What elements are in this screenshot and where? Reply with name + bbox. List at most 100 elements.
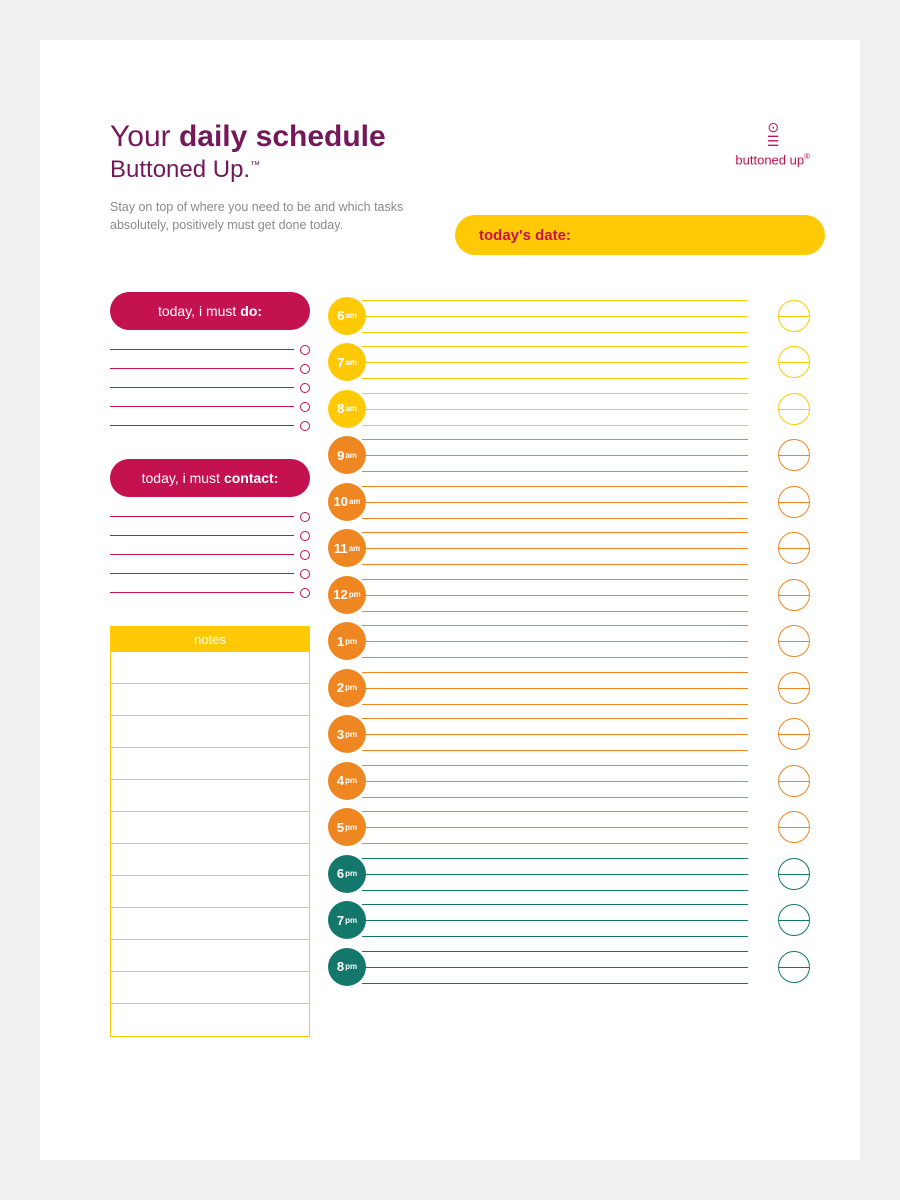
must-contact-lines — [110, 507, 310, 602]
checkbox-circle-icon[interactable] — [300, 421, 310, 431]
hour-badge: 3pm — [328, 715, 366, 753]
checkbox-circle-icon[interactable] — [300, 569, 310, 579]
daily-schedule-page: Your daily schedule Buttoned Up.™ Stay o… — [40, 40, 860, 1160]
brand-text: buttoned up® — [735, 152, 810, 167]
hour-end-circle-icon — [778, 300, 810, 332]
notes-row[interactable] — [111, 652, 309, 684]
todo-line[interactable] — [110, 545, 310, 564]
checkbox-circle-icon[interactable] — [300, 402, 310, 412]
hour-badge: 5pm — [328, 808, 366, 846]
hour-end-circle-icon — [778, 765, 810, 797]
hour-write-area[interactable] — [362, 715, 778, 753]
hour-write-area[interactable] — [362, 901, 778, 939]
checkbox-circle-icon[interactable] — [300, 364, 310, 374]
todo-line[interactable] — [110, 397, 310, 416]
todo-line[interactable] — [110, 416, 310, 435]
notes-row[interactable] — [111, 716, 309, 748]
hour-end-circle-icon — [778, 718, 810, 750]
title-prefix: Your — [110, 120, 179, 153]
hour-number: 4 — [337, 773, 344, 788]
hour-row: 12pm — [328, 571, 810, 618]
checkbox-circle-icon[interactable] — [300, 512, 310, 522]
title-tm: ™ — [250, 160, 260, 171]
checkbox-circle-icon[interactable] — [300, 345, 310, 355]
must-contact-pill: today, i must contact: — [110, 459, 310, 497]
hour-end-circle-icon — [778, 532, 810, 564]
todo-line[interactable] — [110, 507, 310, 526]
hour-row: 6am — [328, 292, 810, 339]
todays-date-label: today's date: — [479, 227, 571, 244]
notes-row[interactable] — [111, 940, 309, 972]
hour-write-area[interactable] — [362, 436, 778, 474]
hour-write-area[interactable] — [362, 622, 778, 660]
hour-badge: 2pm — [328, 669, 366, 707]
hour-badge: 1pm — [328, 622, 366, 660]
hour-end-circle-icon — [778, 486, 810, 518]
todo-line[interactable] — [110, 378, 310, 397]
todo-line[interactable] — [110, 564, 310, 583]
hour-write-area[interactable] — [362, 529, 778, 567]
hour-end-circle-icon — [778, 579, 810, 611]
todo-line[interactable] — [110, 583, 310, 602]
hour-badge: 7pm — [328, 901, 366, 939]
hour-row: 10am — [328, 478, 810, 525]
hour-write-area[interactable] — [362, 483, 778, 521]
hour-number: 10 — [333, 494, 347, 509]
hour-write-area[interactable] — [362, 297, 778, 335]
brand-logo: ⊙☰ buttoned up® — [735, 120, 810, 167]
hour-row: 8pm — [328, 943, 810, 990]
hour-number: 1 — [337, 634, 344, 649]
hour-write-area[interactable] — [362, 390, 778, 428]
notes-row[interactable] — [111, 972, 309, 1004]
hour-write-area[interactable] — [362, 576, 778, 614]
subtitle-text: Stay on top of where you need to be and … — [110, 198, 410, 234]
hour-suffix: am — [349, 544, 361, 553]
todo-line[interactable] — [110, 359, 310, 378]
hour-write-area[interactable] — [362, 762, 778, 800]
hour-end-circle-icon — [778, 811, 810, 843]
notes-row[interactable] — [111, 908, 309, 940]
title-brand: Buttoned Up. — [110, 156, 250, 183]
hour-write-area[interactable] — [362, 669, 778, 707]
notes-row[interactable] — [111, 844, 309, 876]
notes-row[interactable] — [111, 1004, 309, 1036]
todo-rule — [110, 387, 294, 388]
checkbox-circle-icon[interactable] — [300, 550, 310, 560]
hour-suffix: pm — [345, 869, 357, 878]
notes-box[interactable] — [110, 652, 310, 1037]
notes-row[interactable] — [111, 812, 309, 844]
hour-row: 5pm — [328, 804, 810, 851]
hour-suffix: pm — [345, 683, 357, 692]
hour-row: 6pm — [328, 850, 810, 897]
todays-date-pill[interactable]: today's date: — [455, 215, 825, 255]
hour-write-area[interactable] — [362, 855, 778, 893]
hour-number: 6 — [337, 866, 344, 881]
notes-row[interactable] — [111, 684, 309, 716]
notes-row[interactable] — [111, 748, 309, 780]
title-bold: daily schedule — [179, 120, 386, 153]
must-do-prefix: today, i must — [158, 303, 236, 319]
must-contact-bold: contact: — [224, 470, 278, 486]
hour-suffix: pm — [345, 962, 357, 971]
hour-number: 8 — [337, 959, 344, 974]
checkbox-circle-icon[interactable] — [300, 531, 310, 541]
hour-number: 5 — [337, 820, 344, 835]
hour-row: 9am — [328, 432, 810, 479]
hour-write-area[interactable] — [362, 808, 778, 846]
todo-line[interactable] — [110, 526, 310, 545]
notes-row[interactable] — [111, 876, 309, 908]
hour-badge: 10am — [328, 483, 366, 521]
hour-badge: 12pm — [328, 576, 366, 614]
checkbox-circle-icon[interactable] — [300, 588, 310, 598]
hour-suffix: pm — [345, 916, 357, 925]
hour-end-circle-icon — [778, 625, 810, 657]
checkbox-circle-icon[interactable] — [300, 383, 310, 393]
hour-suffix: am — [345, 451, 357, 460]
notes-row[interactable] — [111, 780, 309, 812]
hour-write-area[interactable] — [362, 948, 778, 986]
hour-write-area[interactable] — [362, 343, 778, 381]
hour-end-circle-icon — [778, 672, 810, 704]
hour-end-circle-icon — [778, 951, 810, 983]
todo-rule — [110, 349, 294, 350]
todo-line[interactable] — [110, 340, 310, 359]
